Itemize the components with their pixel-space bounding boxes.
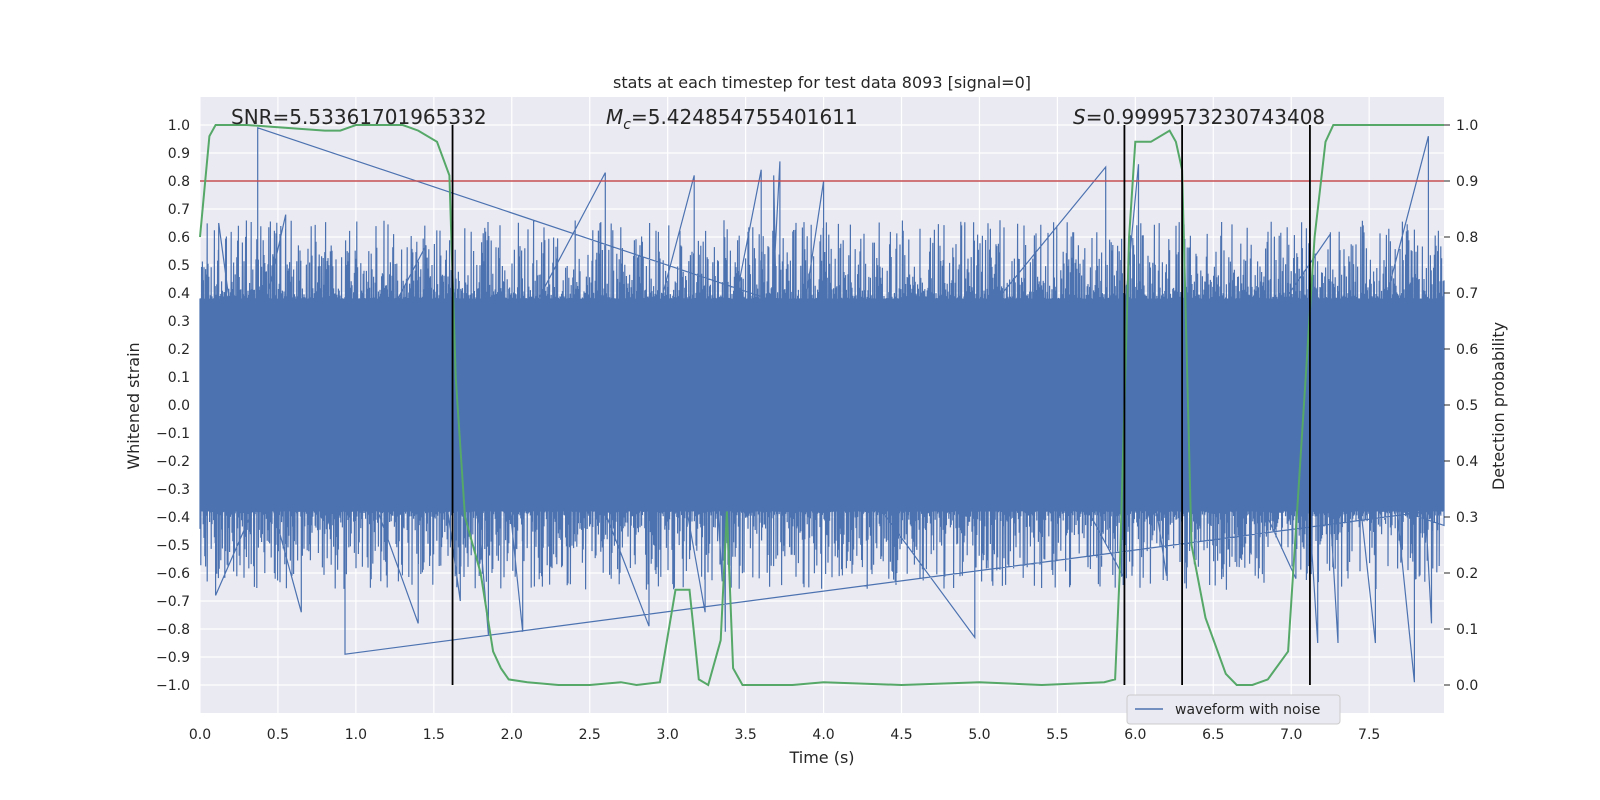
x-tick-label: 7.5 [1358,727,1380,743]
x-axis: 0.0 0.5 1.0 1.5 2.0 2.5 3.0 3.5 4.0 4.5 5.0 5.5 6.0 6… [189,727,1380,743]
x-tick-label: 5.0 [968,727,990,743]
x-tick-label: 4.0 [812,727,834,743]
chirp-mass-annotation: Mc=5.424854755401611 [606,105,858,133]
right-y-tick-label: 0.8 [1456,230,1478,246]
x-tick-label: 3.5 [734,727,756,743]
right-y-axis: 1.0 0.9 0.8 0.7 0.6 0.5 0.4 0.3 0.2 0.1 0.0 [1444,118,1478,694]
x-tick-label: 2.0 [501,727,523,743]
left-y-tick-label: 0.6 [168,230,190,246]
significance-symbol: S [1073,105,1086,129]
left-y-tick-label: −0.4 [156,510,190,526]
right-y-tick-label: 0.1 [1456,622,1478,638]
left-y-tick-label: 0.7 [168,202,190,218]
chirp-mass-value: =5.424854755401611 [631,105,858,129]
x-tick-label: 7.0 [1280,727,1302,743]
x-tick-label: 1.5 [423,727,445,743]
chirp-mass-subscript: c [623,117,631,133]
left-y-tick-label: −0.9 [156,650,190,666]
left-y-tick-label: 0.3 [168,314,190,330]
waveform-line [199,126,1445,683]
right-y-tick-label: 0.7 [1456,286,1478,302]
right-y-tick-label: 1.0 [1456,118,1478,134]
legend-label: waveform with noise [1175,702,1320,718]
left-y-tick-label: −0.2 [156,454,190,470]
left-y-tick-label: 0.0 [168,398,190,414]
right-y-tick-label: 0.2 [1456,566,1478,582]
right-y-tick-label: 0.0 [1456,678,1478,694]
waveform-series [199,126,1445,683]
legend: waveform with noise [1126,694,1341,725]
right-y-tick-label: 0.3 [1456,510,1478,526]
left-y-tick-label: 0.5 [168,258,190,274]
right-y-tick-label: 0.5 [1456,398,1478,414]
left-y-tick-label: 0.8 [168,174,190,190]
overlays [199,124,1444,687]
x-tick-label: 4.5 [890,727,912,743]
left-y-tick-label: −1.0 [156,678,190,694]
right-y-tick-label: 0.9 [1456,174,1478,190]
left-y-tick-label: 0.1 [168,370,190,386]
left-y-tick-label: 0.2 [168,342,190,358]
right-y-axis-label: Detection probability [1489,322,1508,490]
left-y-tick-label: −0.6 [156,566,190,582]
x-axis-label: Time (s) [788,748,854,767]
right-y-tick-label: 0.4 [1456,454,1478,470]
left-y-axis-label: Whitened strain [124,342,143,469]
x-tick-label: 6.0 [1124,727,1146,743]
chirp-mass-symbol: M [606,105,623,129]
left-y-tick-label: −0.8 [156,622,190,638]
left-y-tick-label: −0.5 [156,538,190,554]
left-y-tick-label: −0.3 [156,482,190,498]
left-y-tick-label: 0.9 [168,146,190,162]
significance-annotation: S=0.9999573230743408 [1073,105,1325,129]
x-tick-label: 6.5 [1202,727,1224,743]
left-y-tick-label: −0.1 [156,426,190,442]
x-tick-label: 2.5 [579,727,601,743]
x-tick-label: 0.5 [267,727,289,743]
left-y-axis: 1.0 0.9 0.8 0.7 0.6 0.5 0.4 0.3 0.2 0.1 0.0 −0.1 −0.… [156,118,190,694]
snr-annotation: SNR=5.53361701965332 [231,105,487,129]
left-y-tick-label: −0.7 [156,594,190,610]
left-y-tick-label: 0.4 [168,286,190,302]
left-y-tick-label: 1.0 [168,118,190,134]
x-tick-label: 0.0 [189,727,211,743]
x-tick-label: 5.5 [1046,727,1068,743]
significance-value: =0.9999573230743408 [1086,105,1325,129]
x-tick-label: 3.0 [657,727,679,743]
probability-line [199,124,1444,687]
legend-box [1126,694,1341,725]
x-tick-label: 1.0 [345,727,367,743]
chart-title: stats at each timestep for test data 809… [613,73,1031,92]
right-y-tick-label: 0.6 [1456,342,1478,358]
